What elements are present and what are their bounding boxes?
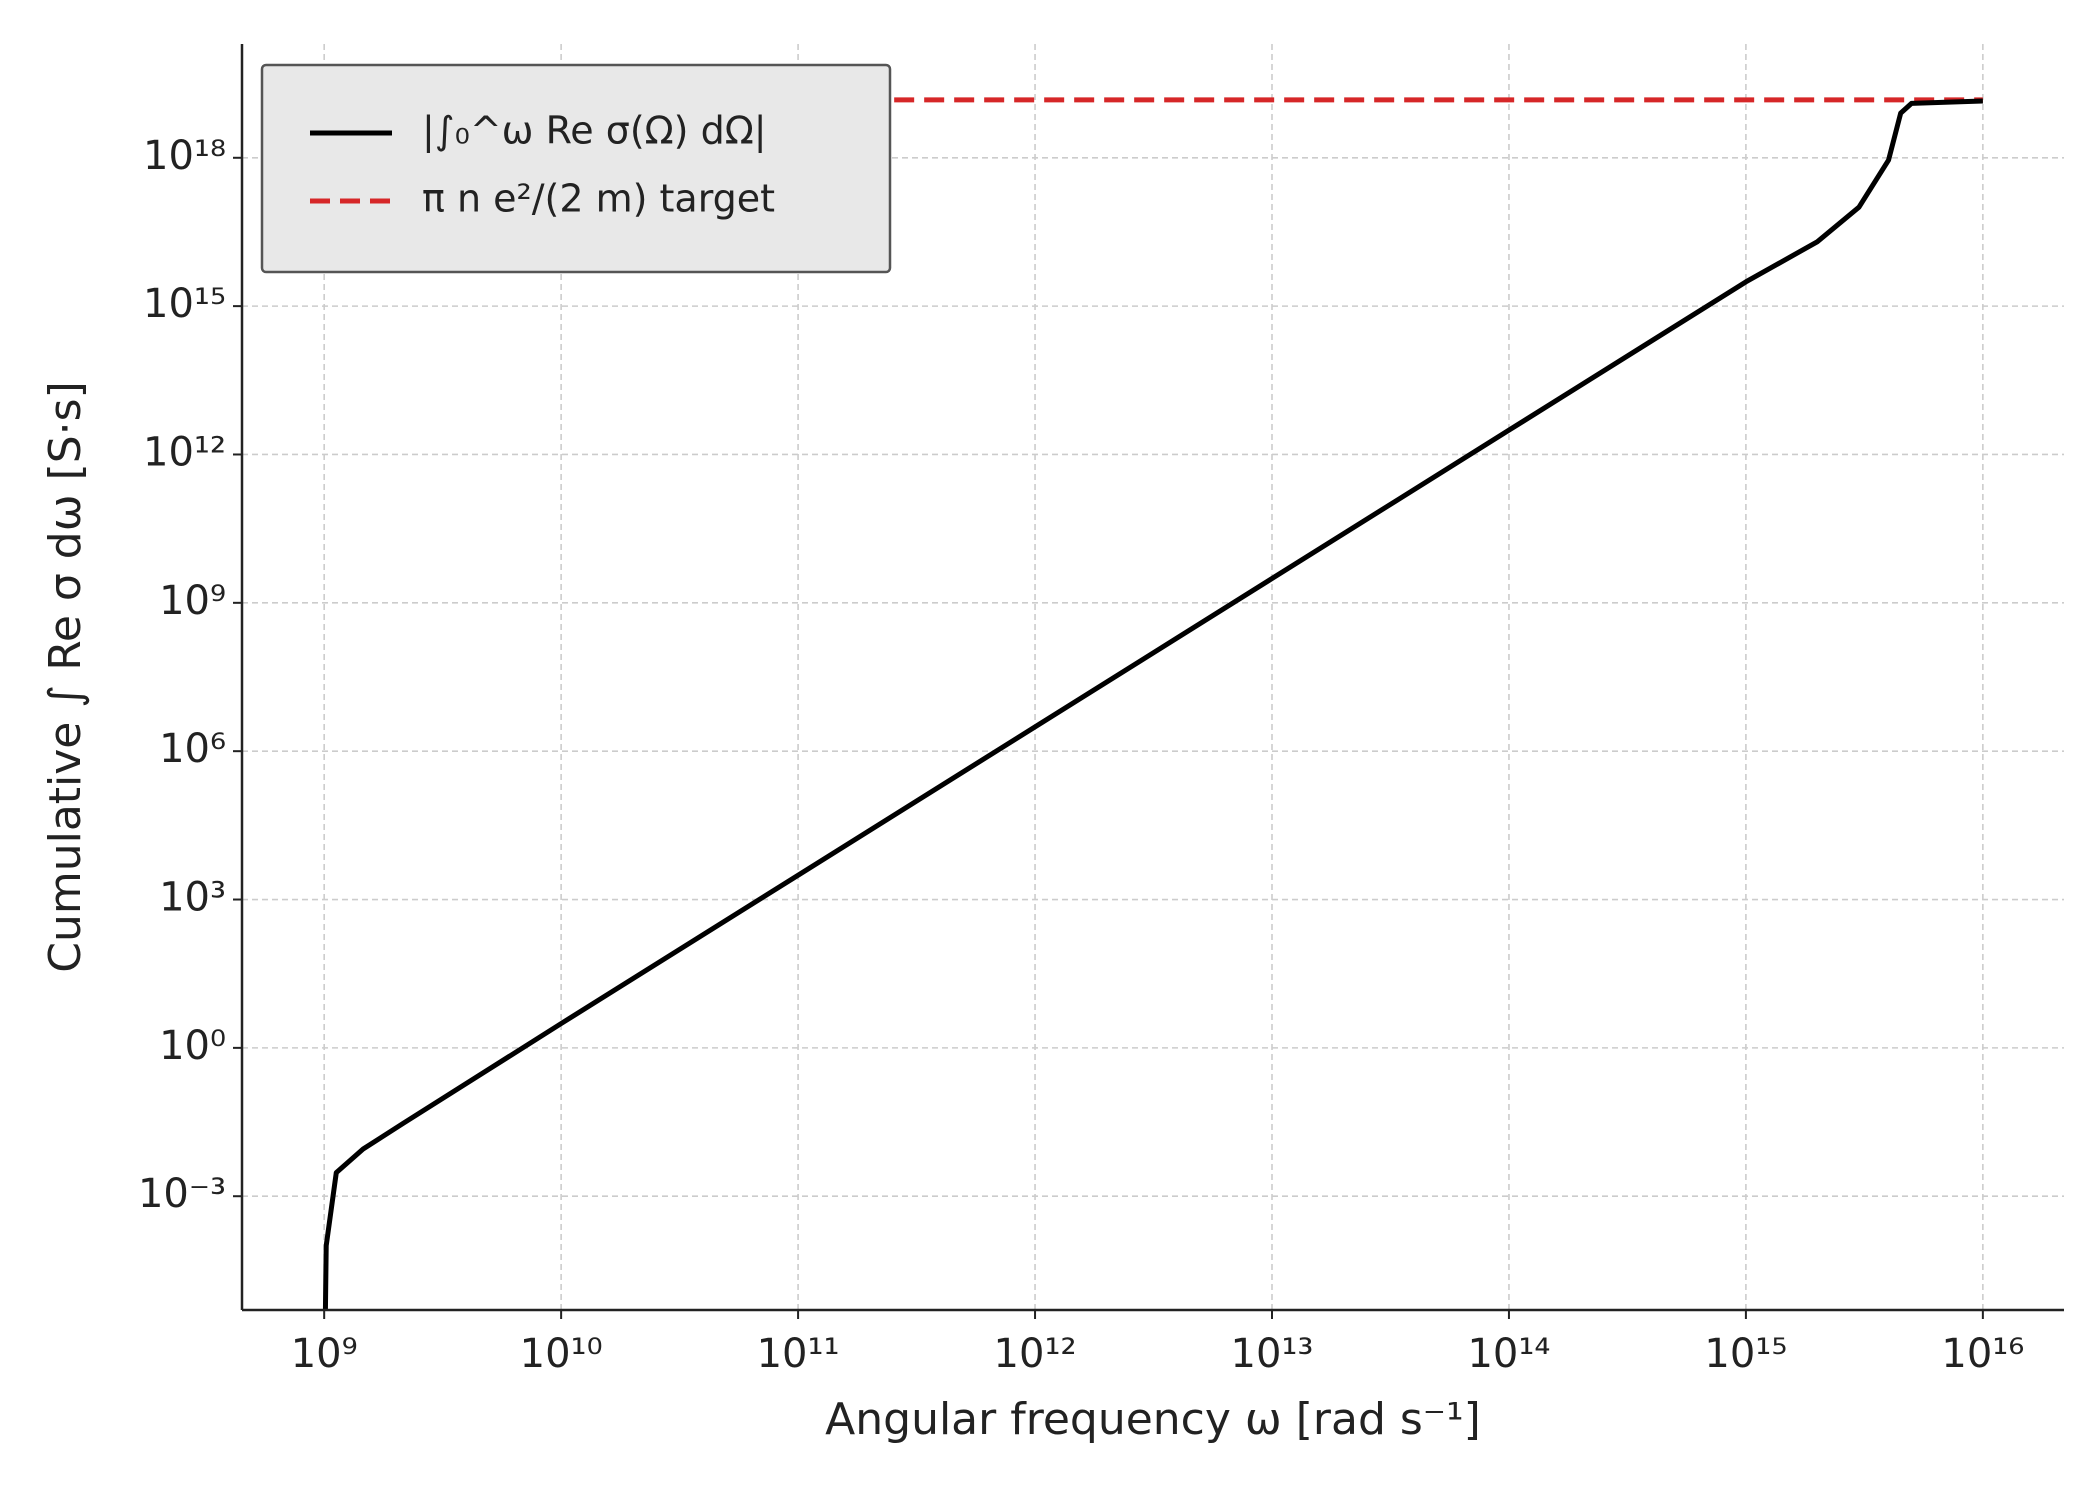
y-tick-label: 10⁶ — [159, 726, 226, 772]
legend-label: |∫₀^ω Re σ(Ω) dΩ| — [422, 109, 767, 154]
legend-label: π n e²/(2 m) target — [422, 177, 775, 221]
x-tick-label: 10¹³ — [1231, 1331, 1314, 1377]
x-tick-label: 10¹⁰ — [520, 1331, 603, 1377]
y-axis-label: Cumulative ∫ Re σ dω [S·s] — [40, 381, 91, 973]
y-tick-label: 10¹⁵ — [143, 281, 226, 327]
data-line — [322, 98, 1983, 1310]
x-tick-label: 10¹² — [994, 1331, 1077, 1377]
x-tick-label: 10¹¹ — [757, 1331, 840, 1377]
x-tick-label: 10¹⁴ — [1467, 1331, 1550, 1377]
y-tick-label: 10⁹ — [159, 578, 226, 624]
y-tick-label: 10⁻³ — [138, 1171, 226, 1217]
y-tick-label: 10⁰ — [159, 1023, 226, 1069]
y-tick-label: 10¹² — [143, 429, 226, 475]
x-axis-label: Angular frequency ω [rad s⁻¹] — [825, 1394, 1481, 1445]
x-tick-label: 10⁹ — [291, 1331, 358, 1377]
x-tick-label: 10¹⁵ — [1704, 1331, 1787, 1377]
y-tick-label: 10¹⁸ — [143, 133, 226, 179]
legend-box — [260, 63, 892, 274]
plot-area — [322, 97, 1983, 1310]
x-tick-label: 10¹⁶ — [1941, 1331, 2024, 1377]
y-tick-label: 10³ — [159, 875, 226, 921]
